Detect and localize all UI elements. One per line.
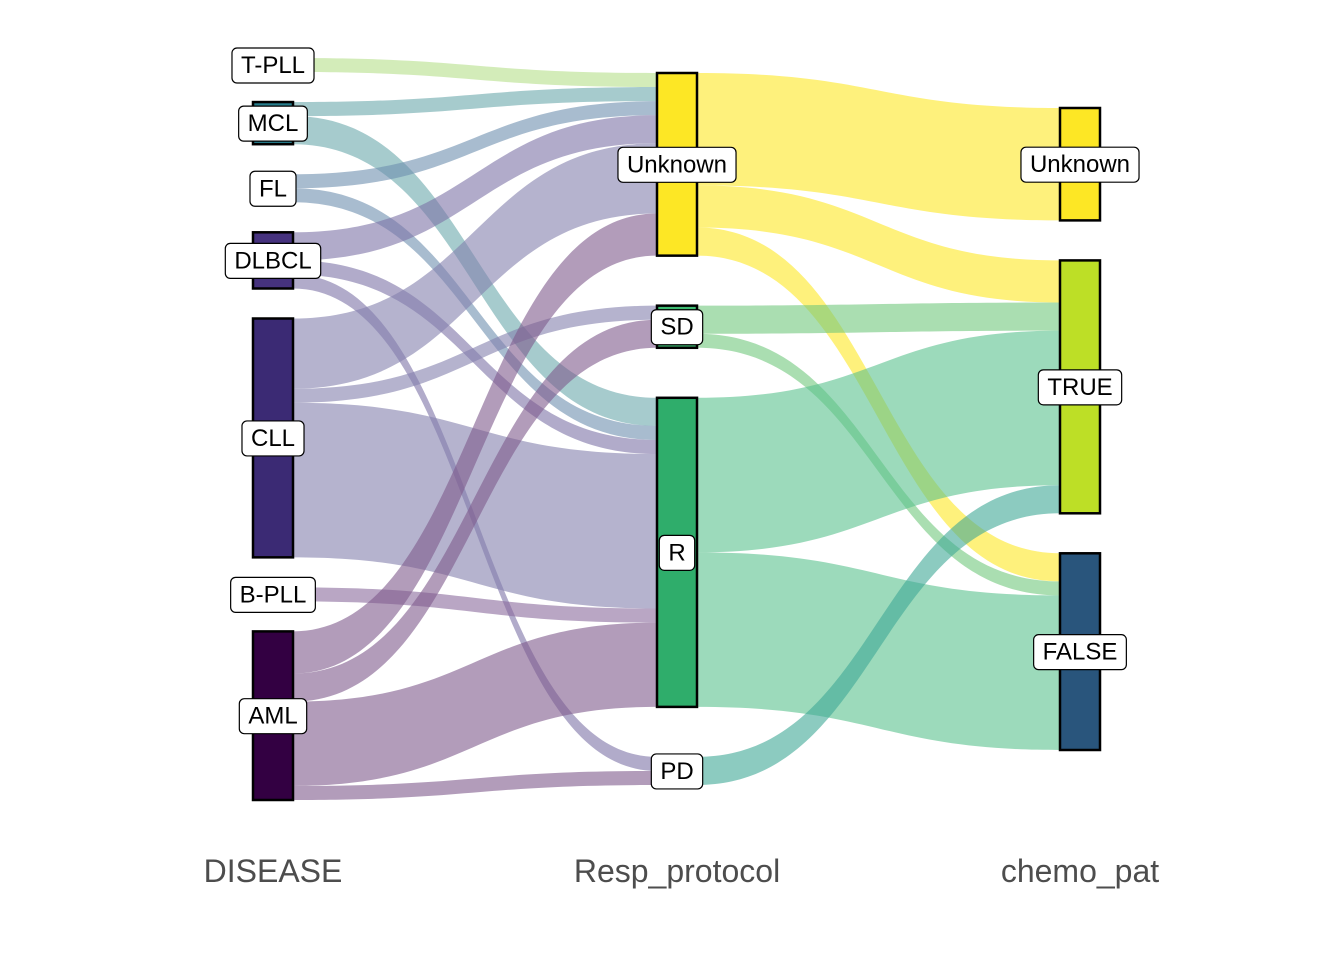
node-label-box [650,753,704,790]
node-label-text: FALSE [1043,639,1118,666]
node-label-t-pll: T-PLL [231,47,315,84]
flows-layer [293,58,1060,800]
node-label-mcl: MCL [238,105,308,142]
flow-r_pd-to-c_true [697,485,1060,785]
flow-r_r-to-c_false [697,552,1060,750]
node-label-text: Unknown [1030,151,1130,178]
node-label-box [231,47,315,84]
node-label-text: DLBCL [234,247,311,274]
node-label-fl: FL [249,170,297,207]
axis-label-resp-protocol: Resp_protocol [574,853,780,889]
flow-r_r-to-c_true [697,330,1060,553]
node-labels-layer: T-PLL MCL FL DLBCL CLL B-PLL AML Unknown SD R PD Un… [224,47,1140,790]
flow-r_unknown-to-c_true [697,185,1060,303]
node-label-r_sd: SD [650,309,704,346]
node-label-text: Unknown [627,151,727,178]
axis-label-chemo-pat: chemo_pat [1001,853,1159,889]
flow-cll-to-r_unknown [293,143,657,389]
node-label-text: CLL [251,425,295,452]
node-label-box [249,170,297,207]
node-label-text: MCL [248,110,299,137]
node-label-r_unknown: Unknown [617,146,737,183]
node-label-box [224,242,322,279]
node-label-text: B-PLL [240,581,307,608]
node-label-text: PD [660,758,693,785]
node-label-text: TRUE [1047,374,1112,401]
flow-fl-to-r_unknown [293,101,657,189]
axis-label-disease: DISEASE [204,853,343,889]
node-label-box [658,534,696,571]
flow-t-pll-to-r_unknown [293,58,657,88]
node-label-c_true: TRUE [1037,369,1123,406]
node-label-box [241,420,305,457]
flow-aml-to-r_unknown [293,213,657,674]
node-label-r_pd: PD [650,753,704,790]
node-label-box [1037,369,1123,406]
flow-cll-to-r_sd [293,305,657,403]
flow-aml-to-r_sd [293,319,657,702]
flow-aml-to-r_pd [293,770,657,800]
node-label-aml: AML [238,698,308,735]
flow-aml-to-r_r [293,622,657,786]
node-label-r_r: R [658,534,696,571]
node-label-box [650,309,704,346]
node-label-text: SD [660,314,693,341]
node-label-text: T-PLL [241,52,305,79]
node-label-box [238,105,308,142]
node-label-b-pll: B-PLL [230,576,316,613]
node-label-box [238,698,308,735]
node-label-box [617,146,737,183]
flow-mcl-to-r_unknown [293,87,657,117]
node-label-c_unknown: Unknown [1020,146,1140,183]
flow-fl-to-r_r [293,188,657,440]
node-label-cll: CLL [241,420,305,457]
flow-r_unknown-to-c_unknown [697,73,1060,221]
node-label-box [230,576,316,613]
flow-r_sd-to-c_true [697,302,1060,334]
node-label-dlbcl: DLBCL [224,242,322,279]
node-label-text: AML [248,703,297,730]
node-label-text: R [668,539,685,566]
node-label-box [1033,634,1127,671]
node-label-text: FL [259,175,287,202]
node-label-c_false: FALSE [1033,634,1127,671]
node-label-box [1020,146,1140,183]
axis-labels-layer: DISEASE Resp_protocol chemo_pat [204,853,1160,889]
flow-dlbcl-to-r_unknown [293,115,657,261]
